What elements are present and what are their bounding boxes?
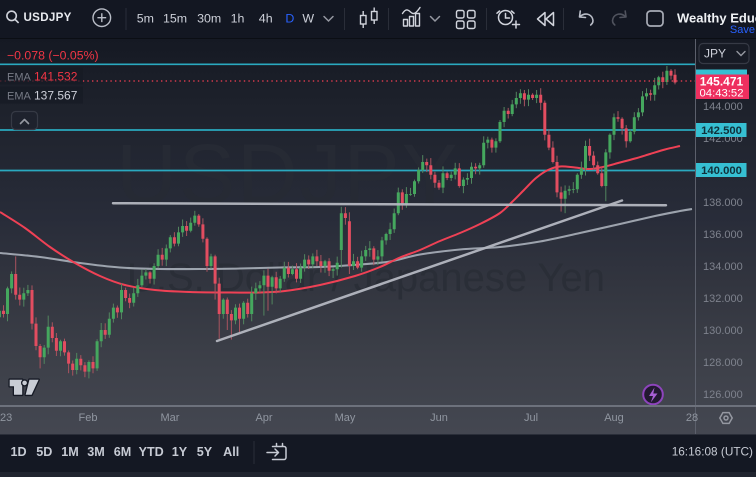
- svg-text:144.000: 144.000: [703, 101, 743, 113]
- svg-text:Jul: Jul: [524, 412, 538, 424]
- svg-text:132.000: 132.000: [703, 293, 743, 305]
- svg-text:May: May: [335, 412, 356, 424]
- svg-text:Wealthy Educ: Wealthy Educ: [677, 10, 756, 25]
- svg-text:JPY: JPY: [704, 47, 726, 61]
- svg-text:28: 28: [686, 412, 698, 424]
- svg-text:−0.078 (−0.05%): −0.078 (−0.05%): [7, 49, 99, 63]
- svg-text:023: 023: [0, 412, 12, 424]
- svg-text:D: D: [285, 11, 294, 25]
- svg-text:USDJPY: USDJPY: [116, 127, 459, 221]
- svg-text:5Y: 5Y: [197, 445, 213, 459]
- svg-text:Aug: Aug: [604, 412, 624, 424]
- svg-text:137.567: 137.567: [34, 89, 78, 103]
- svg-text:142.500: 142.500: [701, 125, 742, 137]
- svg-text:1D: 1D: [10, 445, 26, 459]
- svg-text:3M: 3M: [87, 445, 105, 459]
- svg-text:EMA: EMA: [7, 72, 32, 84]
- svg-text:1h: 1h: [231, 11, 245, 25]
- svg-text:04:43:52: 04:43:52: [700, 88, 744, 100]
- svg-text:1M: 1M: [61, 445, 79, 459]
- svg-text:140.000: 140.000: [701, 165, 742, 177]
- svg-text:5D: 5D: [36, 445, 52, 459]
- svg-text:30m: 30m: [197, 11, 221, 25]
- svg-text:W: W: [302, 11, 314, 25]
- svg-text:128.000: 128.000: [703, 357, 743, 369]
- svg-text:141.532: 141.532: [34, 70, 78, 84]
- svg-text:Mar: Mar: [161, 412, 180, 424]
- svg-text:138.000: 138.000: [703, 197, 743, 209]
- svg-text:16:16:08 (UTC): 16:16:08 (UTC): [672, 445, 753, 459]
- svg-text:1Y: 1Y: [172, 445, 188, 459]
- svg-text:130.000: 130.000: [703, 325, 743, 337]
- svg-text:136.000: 136.000: [703, 229, 743, 241]
- svg-text:6M: 6M: [114, 445, 132, 459]
- svg-text:Jun: Jun: [430, 412, 448, 424]
- svg-text:All: All: [223, 445, 239, 459]
- svg-text:15m: 15m: [163, 11, 187, 25]
- svg-text:YTD: YTD: [139, 445, 164, 459]
- svg-text:Apr: Apr: [255, 412, 272, 424]
- svg-text:U.S. Dollar / Japanese Yen: U.S. Dollar / Japanese Yen: [127, 256, 605, 300]
- svg-text:145.471: 145.471: [700, 75, 744, 89]
- svg-text:126.000: 126.000: [703, 389, 743, 401]
- svg-text:EMA: EMA: [7, 91, 32, 103]
- svg-text:4h: 4h: [259, 11, 273, 25]
- svg-text:134.000: 134.000: [703, 261, 743, 273]
- svg-text:Feb: Feb: [79, 412, 98, 424]
- svg-text:Save: Save: [730, 24, 755, 36]
- svg-text:USDJPY: USDJPY: [24, 11, 72, 24]
- svg-text:5m: 5m: [137, 11, 154, 25]
